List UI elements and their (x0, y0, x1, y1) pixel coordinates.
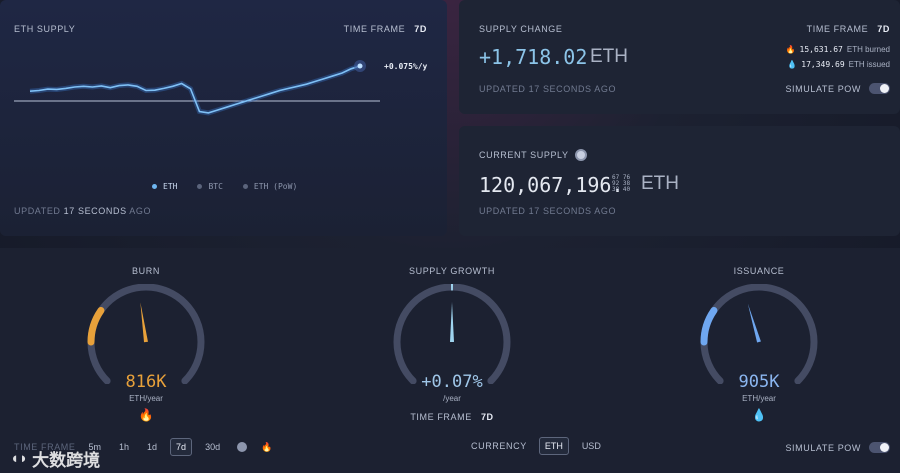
timeframe-5m-button[interactable]: 5m (88, 442, 102, 452)
currency-usd-button[interactable]: USD (581, 441, 601, 451)
current-supply-title: CURRENT SUPPLY (479, 150, 569, 160)
burned-value: 15,631.67 (799, 45, 843, 54)
timeframe-label: TIME FRAME (410, 412, 472, 422)
issued-stat: 💧 17,349.69 ETH issued (787, 60, 890, 69)
watermark-logo-icon: ◖◗ (10, 450, 29, 467)
supply-change-unit: ETH (590, 46, 628, 67)
supply-change-timeframe[interactable]: TIME FRAME 7d (807, 24, 890, 34)
eth-supply-rate-label: +0.075%/y (384, 62, 428, 71)
currency-selector: CURRENCY ETH USD (471, 437, 606, 455)
legend-item-eth[interactable]: ETH (152, 182, 177, 191)
timeframe-1d-button[interactable]: 1d (147, 442, 158, 452)
legend-label: BTC (208, 182, 223, 191)
issuance-gauge-value: 905K (738, 372, 780, 392)
eth-supply-timeframe-label: TIME FRAME (343, 24, 406, 34)
supply-growth-gauge-dial (393, 284, 511, 384)
eth-supply-chart: +0.075%/y (14, 60, 428, 116)
timeframe-selector: TIME FRAME 5m 1h 1d 7d 30d 🔥 (14, 438, 272, 456)
gauge-fill (700, 306, 718, 346)
timeframe-value: 7d (480, 412, 494, 422)
legend-item-btc[interactable]: BTC (197, 182, 223, 191)
current-supply-unit: ETH (641, 173, 679, 194)
droplet-icon: 💧 (751, 408, 767, 422)
burn-gauge-value: 816K (125, 372, 167, 392)
legend-label: ETH (PoW) (253, 182, 298, 191)
merge-icon[interactable] (237, 442, 248, 452)
supply-change-title: SUPPLY CHANGE (479, 24, 563, 34)
eth-series-endpoint[interactable] (357, 63, 363, 69)
supply-growth-gauge-title: SUPPLY GROWTH (409, 266, 495, 276)
current-supply-decimals: 67 76 92 38 38 40 (612, 174, 631, 193)
simulate-pow-toggle[interactable] (869, 83, 890, 94)
issuance-gauge-dial (700, 284, 818, 384)
issued-value: 17,349.69 (801, 60, 845, 69)
simulate-pow-toggle[interactable] (869, 442, 890, 453)
eth-supply-timeframe-value: 7d (414, 24, 427, 34)
gauges-panel: BURN 816K ETH/year 🔥 SUPPLY GROWTH +0.07… (0, 248, 900, 473)
supply-change-card: SUPPLY CHANGE TIME FRAME 7d +1,718.02 ET… (459, 0, 900, 114)
timeframe-value: 7d (877, 24, 890, 34)
clock-icon (574, 149, 587, 161)
supply-growth-gauge-value: +0.07% (421, 372, 483, 392)
watermark-text: 大数跨境 (32, 451, 101, 470)
issuance-gauge-unit: ETH/year (742, 394, 776, 403)
eth-series-glow (29, 63, 361, 116)
eth-supply-updated: UPDATED 17 SECONDS AGO (14, 206, 151, 216)
supply-growth-gauge-unit: /year (443, 394, 461, 403)
gauge-track (87, 284, 205, 384)
timeframe-7d-button[interactable]: 7d (170, 438, 193, 456)
legend-item-eth-pow[interactable]: ETH (PoW) (242, 182, 298, 191)
eth-supply-title: ETH SUPPLY (14, 24, 76, 34)
fire-icon[interactable]: 🔥 (261, 441, 273, 452)
currency-selector-label: CURRENCY (471, 441, 527, 451)
gauge-needle (747, 303, 761, 343)
burned-label: ETH burned (846, 45, 890, 54)
burn-gauge-dial (87, 284, 205, 384)
legend-dot (242, 184, 248, 189)
eth-supply-timeframe[interactable]: TIME FRAME 7d (344, 24, 427, 34)
current-supply-updated: UPDATED 17 SECONDS AGO (479, 206, 617, 216)
watermark: ◖◗ 大数跨境 (10, 446, 100, 471)
timeframe-label: TIME FRAME (806, 24, 869, 34)
updated-prefix: UPDATED (14, 206, 61, 216)
gauge-needle (140, 302, 148, 343)
timeframe-selector-label: TIME FRAME (14, 442, 76, 452)
supply-change-updated: UPDATED 17 SECONDS AGO (479, 84, 617, 94)
gauge-fill (87, 306, 105, 346)
burn-gauge-title: BURN (132, 266, 160, 276)
burned-stat: 🔥 15,631.67 ETH burned (786, 45, 890, 54)
issued-label: ETH issued (848, 60, 890, 69)
legend-dot (152, 184, 157, 189)
simulate-pow-control: SIMULATE PoW (785, 83, 890, 94)
updated-suffix: AGO (129, 206, 152, 216)
currency-eth-button[interactable]: ETH (538, 437, 569, 455)
timeframe-30d-button[interactable]: 30d (205, 442, 221, 452)
legend-label: ETH (163, 182, 178, 191)
supply-change-value: +1,718.02 (479, 45, 588, 69)
timeframe-1h-button[interactable]: 1h (119, 442, 130, 452)
supply-growth-timeframe: TIME FRAME 7d (372, 412, 532, 422)
eth-supply-card: +0.075%/y ETH SUPPLY TIME FRAME 7d ETH B… (0, 0, 447, 236)
updated-value: 17 SECONDS (63, 206, 127, 216)
gauge-needle (450, 302, 454, 342)
simulate-pow-label: SIMULATE PoW (785, 442, 861, 453)
burn-gauge-unit: ETH/year (129, 394, 163, 403)
current-supply-value: 120,067,196. (479, 173, 624, 197)
simulate-pow-label: SIMULATE PoW (785, 83, 861, 94)
simulate-pow-control: SIMULATE PoW (785, 442, 890, 453)
eth-series-line (29, 65, 361, 114)
current-supply-card: CURRENT SUPPLY 120,067,196. 67 76 92 38 … (459, 126, 900, 236)
current-supply-header: CURRENT SUPPLY (479, 149, 587, 161)
issuance-gauge-title: ISSUANCE (733, 266, 785, 276)
legend-dot (197, 184, 203, 189)
fire-icon: 🔥 (138, 408, 154, 422)
droplet-icon: 💧 (787, 60, 798, 69)
fire-icon: 🔥 (785, 45, 796, 54)
gauge-track (700, 284, 818, 384)
chart-legend: ETH BTC ETH (PoW) (152, 182, 297, 191)
